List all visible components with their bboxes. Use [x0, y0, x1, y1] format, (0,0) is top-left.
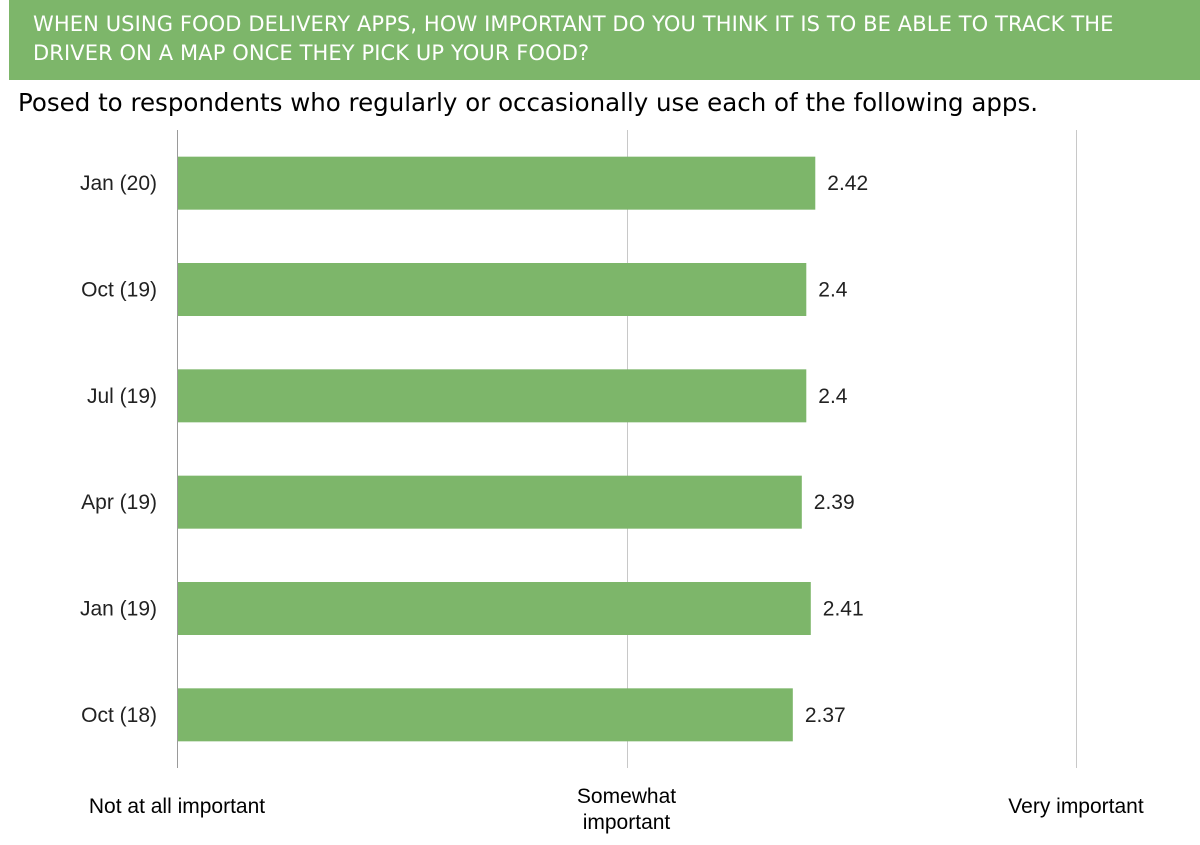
x-tick-label: Very important [1008, 795, 1144, 818]
category-labels: Jan (20) Oct (19) Jul (19) Apr (19) Jan (19)… [80, 172, 157, 727]
value-label: 2.4 [818, 385, 848, 408]
question-title: WHEN USING FOOD DELIVERY APPS, HOW IMPOR… [33, 12, 1114, 65]
category-label: Oct (18) [81, 704, 157, 727]
value-label: 2.4 [818, 279, 848, 302]
value-label: 2.42 [827, 172, 868, 195]
bar [178, 475, 802, 529]
bar [178, 582, 811, 635]
value-labels: 2.42 2.4 2.4 2.39 2.41 2.37 [805, 172, 868, 727]
category-label: Jul (19) [87, 385, 157, 408]
x-tick-label: Not at all important [88, 795, 266, 818]
bar [178, 156, 816, 210]
gridlines [177, 130, 1077, 768]
value-label: 2.39 [814, 491, 855, 514]
chart-subtitle: Posed to respondents who regularly or oc… [18, 88, 1039, 117]
question-banner: WHEN USING FOOD DELIVERY APPS, HOW IMPOR… [9, 0, 1200, 80]
value-label: 2.37 [805, 704, 846, 727]
category-label: Jan (20) [80, 172, 157, 195]
category-label: Apr (19) [81, 491, 157, 514]
category-label: Jan (19) [80, 598, 157, 621]
value-label: 2.41 [823, 598, 864, 621]
bar [178, 369, 807, 423]
bar [178, 688, 793, 742]
bars [178, 156, 816, 742]
bar [178, 263, 807, 316]
category-label: Oct (19) [81, 279, 157, 302]
x-tick-label: Somewhat important [576, 785, 677, 834]
